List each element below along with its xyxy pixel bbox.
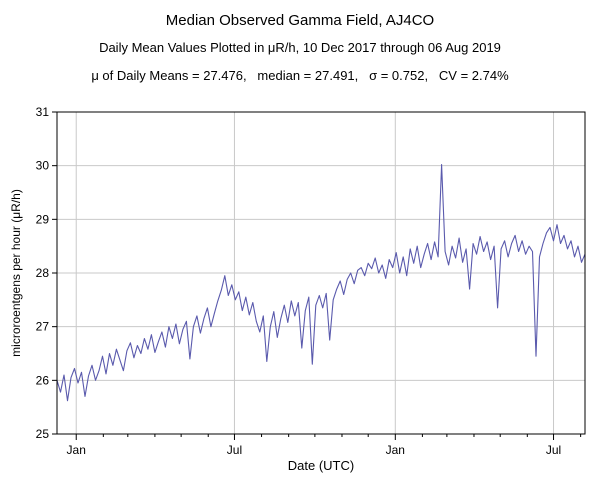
svg-text:27: 27 (36, 320, 50, 334)
svg-text:31: 31 (36, 105, 50, 119)
svg-text:26: 26 (36, 373, 50, 387)
svg-text:Jul: Jul (546, 443, 561, 457)
svg-text:29: 29 (36, 212, 50, 226)
svg-text:25: 25 (36, 427, 50, 441)
svg-text:Date (UTC): Date (UTC) (288, 458, 354, 473)
svg-text:28: 28 (36, 266, 50, 280)
svg-text:Jan: Jan (386, 443, 405, 457)
svg-text:Jul: Jul (227, 443, 242, 457)
chart-subtitle: Daily Mean Values Plotted in μR/h, 10 De… (99, 40, 501, 55)
svg-text:Jan: Jan (67, 443, 86, 457)
chart-stats-line: μ of Daily Means = 27.476, median = 27.4… (91, 68, 509, 83)
svg-text:30: 30 (36, 159, 50, 173)
svg-text:microroentgens per hour (μR/h): microroentgens per hour (μR/h) (9, 189, 23, 357)
chart-title: Median Observed Gamma Field, AJ4CO (165, 12, 435, 29)
